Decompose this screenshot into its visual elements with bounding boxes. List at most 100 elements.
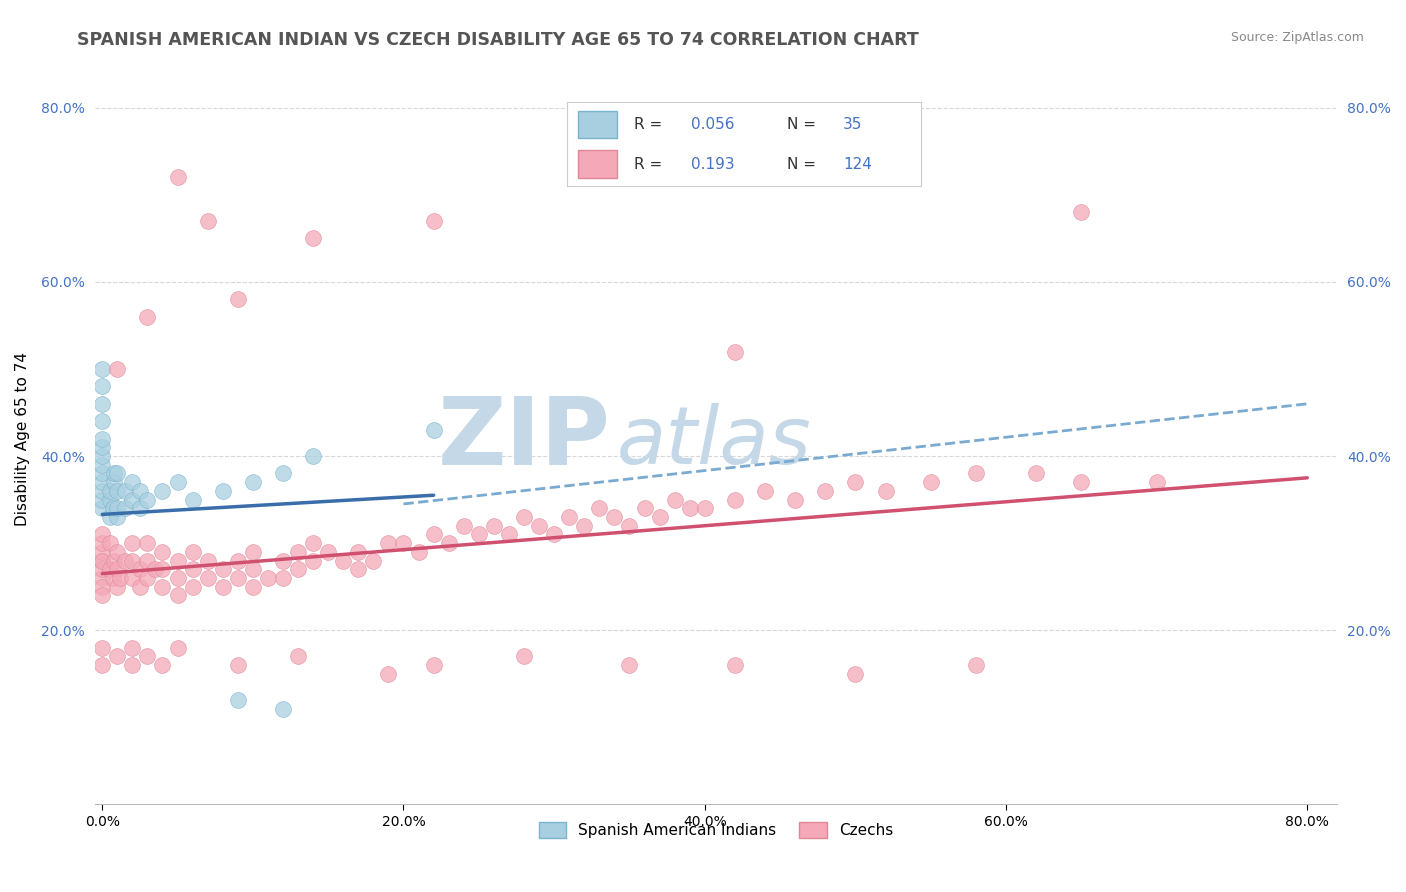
Point bbox=[453, 518, 475, 533]
Point bbox=[422, 658, 444, 673]
Point bbox=[543, 527, 565, 541]
Legend: Spanish American Indians, Czechs: Spanish American Indians, Czechs bbox=[533, 816, 900, 844]
Point bbox=[679, 501, 702, 516]
Point bbox=[197, 214, 219, 228]
Point bbox=[211, 483, 233, 498]
Point bbox=[121, 492, 143, 507]
Point bbox=[588, 501, 610, 516]
Point bbox=[603, 510, 626, 524]
Point bbox=[242, 580, 264, 594]
Point bbox=[1025, 467, 1047, 481]
Point bbox=[1146, 475, 1168, 490]
Point bbox=[98, 536, 121, 550]
Point bbox=[619, 658, 641, 673]
Point bbox=[152, 545, 174, 559]
Point bbox=[129, 562, 152, 576]
Point bbox=[875, 483, 897, 498]
Point bbox=[271, 571, 294, 585]
Point bbox=[271, 701, 294, 715]
Point bbox=[136, 553, 159, 567]
Point bbox=[121, 553, 143, 567]
Point bbox=[363, 553, 385, 567]
Point bbox=[181, 580, 204, 594]
Point bbox=[121, 640, 143, 655]
Point bbox=[152, 483, 174, 498]
Point bbox=[114, 483, 136, 498]
Point bbox=[242, 475, 264, 490]
Point bbox=[468, 527, 491, 541]
Point bbox=[152, 580, 174, 594]
Point bbox=[166, 640, 188, 655]
Point bbox=[226, 293, 249, 307]
Point bbox=[91, 475, 114, 490]
Point bbox=[664, 492, 686, 507]
Point bbox=[105, 562, 128, 576]
Point bbox=[136, 649, 159, 664]
Point bbox=[844, 475, 866, 490]
Point bbox=[105, 580, 128, 594]
Point bbox=[197, 571, 219, 585]
Point bbox=[91, 553, 114, 567]
Point bbox=[91, 397, 114, 411]
Point bbox=[105, 510, 128, 524]
Point bbox=[91, 571, 114, 585]
Point bbox=[166, 553, 188, 567]
Point bbox=[105, 545, 128, 559]
Point bbox=[91, 545, 114, 559]
Point bbox=[121, 658, 143, 673]
Point bbox=[724, 492, 747, 507]
Point bbox=[121, 571, 143, 585]
Point bbox=[91, 379, 114, 393]
Y-axis label: Disability Age 65 to 74: Disability Age 65 to 74 bbox=[15, 351, 30, 525]
Text: atlas: atlas bbox=[617, 403, 811, 482]
Point bbox=[105, 649, 128, 664]
Point bbox=[513, 510, 536, 524]
Point bbox=[619, 518, 641, 533]
Point bbox=[271, 467, 294, 481]
Point bbox=[136, 536, 159, 550]
Point bbox=[114, 501, 136, 516]
Point bbox=[287, 545, 309, 559]
Point bbox=[965, 658, 987, 673]
Point bbox=[91, 580, 114, 594]
Point bbox=[91, 432, 114, 446]
Point bbox=[129, 501, 152, 516]
Point bbox=[437, 536, 460, 550]
Point bbox=[121, 475, 143, 490]
Point bbox=[91, 441, 114, 455]
Point bbox=[724, 658, 747, 673]
Point bbox=[91, 553, 114, 567]
Point bbox=[226, 693, 249, 707]
Point bbox=[136, 571, 159, 585]
Point bbox=[785, 492, 807, 507]
Point bbox=[91, 588, 114, 602]
Point bbox=[152, 658, 174, 673]
Point bbox=[103, 475, 125, 490]
Point bbox=[527, 518, 550, 533]
Point bbox=[226, 658, 249, 673]
Point bbox=[143, 562, 166, 576]
Point bbox=[91, 658, 114, 673]
Point bbox=[574, 518, 596, 533]
Point bbox=[422, 423, 444, 437]
Point bbox=[392, 536, 415, 550]
Point bbox=[98, 483, 121, 498]
Point bbox=[91, 501, 114, 516]
Point bbox=[129, 483, 152, 498]
Point bbox=[98, 510, 121, 524]
Point bbox=[513, 649, 536, 664]
Point bbox=[302, 231, 325, 245]
Text: Source: ZipAtlas.com: Source: ZipAtlas.com bbox=[1230, 31, 1364, 45]
Point bbox=[103, 553, 125, 567]
Point bbox=[1070, 205, 1092, 219]
Point bbox=[302, 536, 325, 550]
Point bbox=[101, 571, 124, 585]
Point bbox=[498, 527, 520, 541]
Point bbox=[302, 553, 325, 567]
Point bbox=[422, 214, 444, 228]
Point bbox=[558, 510, 581, 524]
Point bbox=[377, 666, 399, 681]
Point bbox=[287, 562, 309, 576]
Point bbox=[91, 483, 114, 498]
Point bbox=[91, 536, 114, 550]
